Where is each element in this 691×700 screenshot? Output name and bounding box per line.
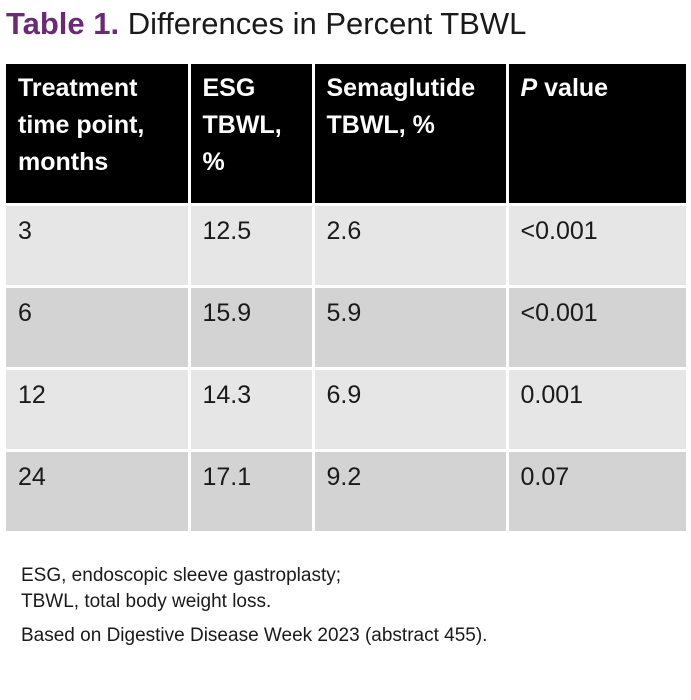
header-semaglutide-tbwl: Semaglutide TBWL, % xyxy=(313,64,509,206)
cell-time-point: 3 xyxy=(6,204,191,288)
cell-time-point: 6 xyxy=(6,286,191,370)
table-title-label: Table 1. xyxy=(6,6,120,41)
cell-esg-tbwl: 14.3 xyxy=(189,368,315,452)
footnote-tbwl: TBWL, total body weight loss. xyxy=(21,591,272,612)
header-p-italic: P xyxy=(520,74,538,102)
cell-esg-tbwl: 17.1 xyxy=(189,450,315,534)
table-footnotes: ESG, endoscopic sleeve gastroplasty; TBW… xyxy=(21,563,487,649)
header-p-rest: value xyxy=(537,74,609,102)
source-note: Based on Digestive Disease Week 2023 (ab… xyxy=(21,625,488,646)
cell-p-value: 0.001 xyxy=(507,368,686,452)
cell-semaglutide-tbwl: 2.6 xyxy=(313,204,509,288)
table-row: 3 12.5 2.6 <0.001 xyxy=(6,204,686,288)
header-p-value: P value xyxy=(507,64,686,206)
tbwl-table: Treatment time point, months ESG TBWL, %… xyxy=(6,64,686,534)
cell-time-point: 12 xyxy=(6,368,191,452)
cell-p-value: <0.001 xyxy=(507,204,686,288)
cell-esg-tbwl: 15.9 xyxy=(189,286,315,370)
cell-semaglutide-tbwl: 6.9 xyxy=(313,368,509,452)
table-header-row: Treatment time point, months ESG TBWL, %… xyxy=(6,64,686,206)
cell-time-point: 24 xyxy=(6,450,191,534)
cell-p-value: 0.07 xyxy=(507,450,686,534)
table-row: 24 17.1 9.2 0.07 xyxy=(6,450,686,534)
cell-semaglutide-tbwl: 5.9 xyxy=(313,286,509,370)
cell-semaglutide-tbwl: 9.2 xyxy=(313,450,509,534)
table-title: Table 1. Differences in Percent TBWL xyxy=(6,4,526,44)
header-time-point: Treatment time point, months xyxy=(6,64,191,206)
footnote-esg: ESG, endoscopic sleeve gastroplasty; xyxy=(21,565,342,586)
header-esg-tbwl: ESG TBWL, % xyxy=(189,64,315,206)
table-row: 6 15.9 5.9 <0.001 xyxy=(6,286,686,370)
cell-esg-tbwl: 12.5 xyxy=(189,204,315,288)
table-title-text: Differences in Percent TBWL xyxy=(127,6,527,41)
table-row: 12 14.3 6.9 0.001 xyxy=(6,368,686,452)
cell-p-value: <0.001 xyxy=(507,286,686,370)
